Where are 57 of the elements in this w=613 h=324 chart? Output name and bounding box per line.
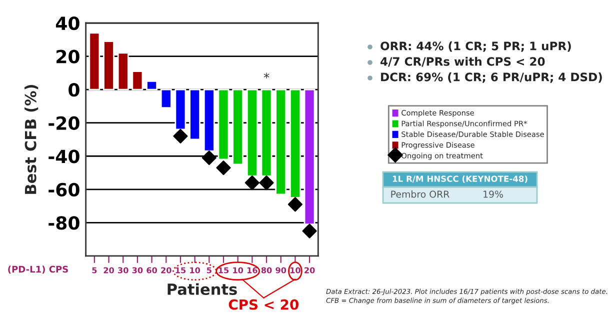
y-tick-label: -60 <box>48 182 80 197</box>
bar <box>88 32 100 90</box>
point <box>216 160 231 176</box>
annotation: * <box>264 72 270 78</box>
text: (PD-L1) CPS <box>8 266 68 274</box>
text: Pembro ORR <box>391 190 450 198</box>
bar <box>246 88 258 177</box>
y-tick-label: -20 <box>48 116 80 130</box>
x-tick-label: 16 <box>247 267 258 274</box>
x-tick-label: 20 <box>304 267 315 274</box>
bar <box>117 52 129 90</box>
bar <box>232 88 244 166</box>
text: 1L R/M HNSCC (KEYNOTE-48) <box>392 175 528 183</box>
y-tick-label: 20 <box>56 50 80 64</box>
bar <box>146 80 158 90</box>
bar <box>289 88 301 198</box>
x-tick-label: 80 <box>261 267 272 274</box>
x-tick-label: 20 <box>161 267 172 274</box>
y-tick-label: 0 <box>68 83 80 97</box>
text: CPS < 20 <box>228 299 298 310</box>
bar <box>304 88 316 226</box>
point <box>244 175 260 190</box>
x-tick-label: 30 <box>118 267 128 274</box>
x-tick-label: 10 <box>190 267 200 274</box>
text: DCR: 69% (1 CR; 6 PR/uPR; 4 DSD) <box>381 72 602 83</box>
x-tick-label: 5 <box>92 267 97 274</box>
y-tick-label: -80 <box>48 216 80 230</box>
text: ORR: 44% (1 CR; 5 PR; 1 uPR) <box>380 41 571 52</box>
text: 4/7 CR/PRs with CPS < 20 <box>380 56 545 67</box>
bar <box>203 88 215 152</box>
bar <box>218 88 230 160</box>
bar <box>275 88 287 196</box>
text: 19% <box>484 190 503 198</box>
x-tick-label: 10 <box>290 267 300 274</box>
y-tick-label: 40 <box>56 16 80 30</box>
bar <box>103 40 114 90</box>
bar <box>132 70 144 90</box>
x-tick-label: 30 <box>132 267 143 274</box>
x-tick-label: 10 <box>233 267 244 274</box>
x-tick-label: 90 <box>276 267 286 274</box>
bar <box>260 88 272 177</box>
point <box>302 224 317 238</box>
y-tick-label: -40 <box>48 150 80 164</box>
point <box>202 150 216 166</box>
x-axis-title: Patients <box>168 283 237 296</box>
bar <box>189 88 201 140</box>
x-tick-label: 15 <box>176 267 186 274</box>
point <box>173 128 188 144</box>
bar <box>174 88 186 130</box>
point <box>288 197 302 212</box>
x-tick-label: 60 <box>146 267 158 274</box>
x-tick-label: 5 <box>206 267 212 274</box>
x-tick-label: 15 <box>218 267 229 274</box>
point <box>259 175 274 190</box>
bar <box>160 88 172 109</box>
y-axis-title: Best CFB (%) <box>24 84 38 194</box>
x-tick-label: 20 <box>104 267 114 274</box>
